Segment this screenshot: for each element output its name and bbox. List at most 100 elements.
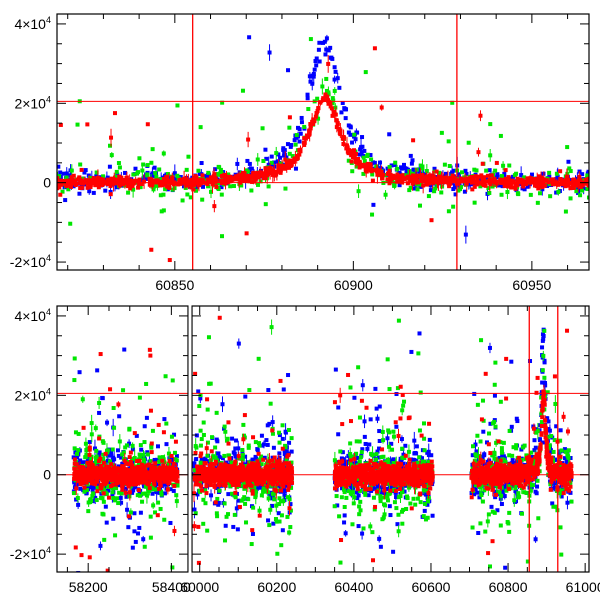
data-point — [148, 180, 153, 185]
data-point — [339, 495, 344, 500]
data-point — [105, 175, 110, 180]
data-point — [480, 499, 485, 504]
data-point — [121, 456, 126, 461]
data-point — [563, 209, 568, 214]
data-point — [240, 447, 245, 452]
data-point — [141, 176, 146, 181]
data-point — [256, 441, 261, 446]
data-point — [284, 155, 289, 160]
data-point — [519, 447, 524, 452]
data-point — [323, 52, 328, 57]
data-point — [100, 396, 105, 401]
data-point — [574, 189, 579, 194]
data-point — [522, 490, 527, 495]
data-point — [481, 462, 486, 467]
data-point — [566, 448, 571, 453]
data-point — [137, 395, 142, 400]
data-point — [264, 438, 269, 443]
data-point — [131, 484, 136, 489]
data-point — [232, 451, 237, 456]
data-point — [537, 174, 542, 179]
data-point — [515, 419, 520, 424]
data-point — [405, 494, 410, 499]
data-point — [570, 182, 575, 187]
data-point — [118, 178, 123, 183]
data-point — [324, 76, 329, 81]
data-point — [466, 140, 471, 145]
data-point — [418, 163, 423, 168]
data-point — [513, 186, 518, 191]
data-point — [385, 498, 390, 503]
data-point — [348, 460, 353, 465]
data-point — [286, 68, 291, 73]
data-point — [388, 176, 393, 181]
data-point — [471, 484, 476, 489]
axes-frame — [56, 13, 590, 271]
data-point — [189, 177, 194, 182]
data-point — [371, 160, 376, 165]
data-point — [69, 175, 74, 180]
data-point — [209, 493, 214, 498]
data-point — [389, 441, 394, 446]
data-point — [197, 488, 202, 493]
data-point — [498, 133, 503, 138]
data-point — [480, 161, 485, 166]
data-point — [208, 179, 213, 184]
data-point — [420, 172, 425, 177]
data-point — [466, 182, 471, 187]
data-point — [274, 151, 279, 156]
data-point — [267, 523, 272, 528]
data-point — [332, 458, 337, 463]
data-point — [556, 190, 561, 195]
data-point — [385, 357, 390, 362]
data-point — [61, 171, 66, 176]
data-point — [499, 192, 504, 197]
data-point — [342, 487, 347, 492]
data-point — [425, 174, 430, 179]
data-point — [377, 536, 382, 541]
data-point — [250, 457, 255, 462]
data-point — [123, 170, 128, 175]
data-point — [272, 466, 277, 471]
data-point — [338, 560, 343, 565]
data-point — [554, 171, 559, 176]
data-point — [136, 461, 141, 466]
data-point — [343, 463, 348, 468]
data-point — [241, 481, 246, 486]
data-point — [192, 507, 197, 512]
data-point — [348, 441, 353, 446]
data-point — [268, 490, 273, 495]
data-point — [532, 177, 537, 182]
data-point — [491, 179, 496, 184]
data-point — [137, 177, 142, 182]
data-point — [350, 490, 355, 495]
data-point — [485, 173, 490, 178]
data-point — [400, 490, 405, 495]
data-point — [396, 318, 401, 323]
data-point — [530, 462, 535, 467]
data-point — [153, 510, 158, 515]
data-point — [101, 174, 106, 179]
data-point — [200, 173, 205, 178]
data-point — [439, 190, 444, 195]
data-point — [486, 179, 491, 184]
data-point — [443, 171, 448, 176]
data-point — [158, 193, 163, 198]
data-point — [502, 494, 507, 499]
data-point — [298, 131, 303, 136]
x-tick-label: 60850 — [155, 277, 194, 293]
data-point — [94, 448, 99, 453]
data-point — [259, 171, 264, 176]
data-point — [253, 440, 258, 445]
data-point — [134, 433, 139, 438]
data-point — [215, 439, 220, 444]
data-point — [247, 179, 252, 184]
data-point — [305, 92, 310, 97]
y-tick-exponent: 4 — [46, 253, 51, 263]
data-point — [343, 107, 348, 112]
data-point — [142, 544, 147, 549]
data-point — [413, 502, 418, 507]
data-point — [200, 197, 205, 202]
data-point — [117, 183, 122, 188]
data-point — [420, 166, 425, 171]
